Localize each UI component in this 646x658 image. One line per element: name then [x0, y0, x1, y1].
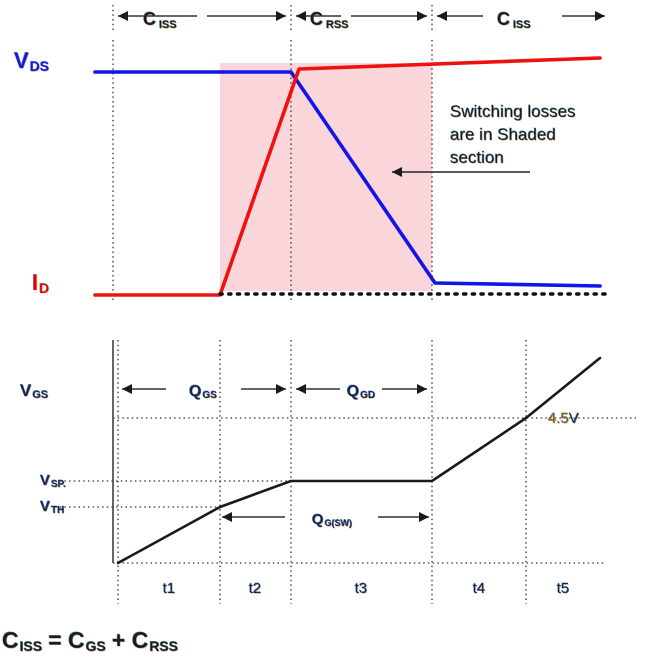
svg-text:CRSS: C RSS [310, 9, 349, 31]
svg-text:VGS: VGS [20, 381, 48, 401]
svg-text:4.5V: 4.5V [548, 410, 579, 427]
svg-text:VSP.: VSP. [40, 472, 66, 490]
svg-text:Switching losses: Switching losses [450, 102, 576, 121]
svg-text:VTH: VTH [40, 498, 64, 516]
svg-text:CISS: C ISS [143, 9, 177, 31]
svg-text:t5: t5 [557, 580, 570, 597]
svg-text:VDS: VDS [14, 48, 49, 74]
svg-text:QGS: QGS [189, 383, 217, 401]
svg-text:ID: ID [32, 270, 49, 296]
svg-text:t3: t3 [355, 580, 368, 597]
svg-text:QG(SW): QG(SW) [312, 511, 352, 528]
svg-text:t4: t4 [473, 580, 486, 597]
svg-text:t1: t1 [163, 580, 176, 597]
svg-text:are in Shaded: are in Shaded [450, 125, 556, 144]
svg-text:t2: t2 [249, 580, 262, 597]
svg-text:CISS: C ISS [497, 9, 531, 31]
svg-text:CISS= CGS+ CRSS: CISS = CGS + CRSS [2, 627, 178, 654]
svg-text:section: section [450, 148, 504, 167]
svg-text:QGD: QGD [347, 383, 375, 401]
